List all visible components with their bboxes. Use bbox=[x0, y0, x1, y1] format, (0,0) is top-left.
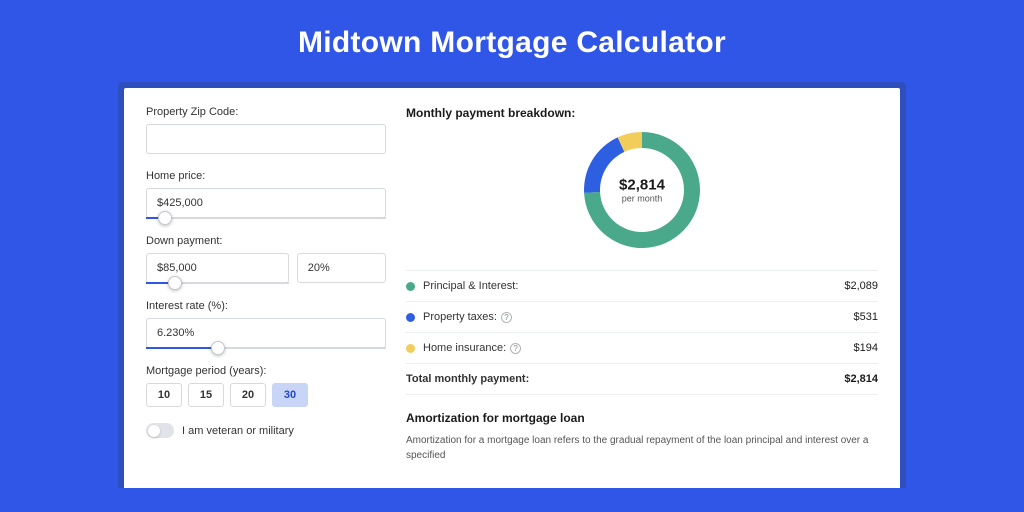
amortization-text: Amortization for a mortgage loan refers … bbox=[406, 433, 878, 463]
donut-chart: $2,814 per month bbox=[406, 130, 878, 250]
down-payment-amount-input[interactable] bbox=[146, 253, 289, 283]
calculator-outer-wrap: Property Zip Code: Home price: Down paym… bbox=[118, 82, 906, 488]
field-period: Mortgage period (years): 10152030 bbox=[146, 365, 386, 407]
period-option-10[interactable]: 10 bbox=[146, 383, 182, 407]
breakdown-value: $194 bbox=[854, 342, 878, 354]
breakdown-total-label: Total monthly payment: bbox=[406, 373, 844, 385]
home-price-label: Home price: bbox=[146, 170, 386, 182]
period-option-20[interactable]: 20 bbox=[230, 383, 266, 407]
form-column: Property Zip Code: Home price: Down paym… bbox=[146, 106, 386, 488]
down-payment-percent-input[interactable] bbox=[297, 253, 386, 283]
veteran-toggle-row: I am veteran or military bbox=[146, 423, 386, 438]
home-price-slider[interactable] bbox=[146, 217, 386, 219]
legend-dot-icon bbox=[406, 344, 415, 353]
field-home-price: Home price: bbox=[146, 170, 386, 219]
donut-center: $2,814 per month bbox=[619, 177, 665, 204]
veteran-toggle-knob bbox=[148, 425, 160, 437]
period-label: Mortgage period (years): bbox=[146, 365, 386, 377]
field-zip: Property Zip Code: bbox=[146, 106, 386, 154]
breakdown-column: Monthly payment breakdown: $2,814 per mo… bbox=[406, 106, 878, 488]
breakdown-row: Principal & Interest:$2,089 bbox=[406, 271, 878, 302]
breakdown-total-value: $2,814 bbox=[844, 373, 878, 385]
period-option-15[interactable]: 15 bbox=[188, 383, 224, 407]
breakdown-label: Principal & Interest: bbox=[423, 280, 844, 292]
breakdown-label: Home insurance:? bbox=[423, 342, 854, 354]
legend-dot-icon bbox=[406, 282, 415, 291]
zip-label: Property Zip Code: bbox=[146, 106, 386, 118]
interest-rate-slider[interactable] bbox=[146, 347, 386, 349]
interest-rate-slider-thumb[interactable] bbox=[211, 341, 225, 355]
legend-dot-icon bbox=[406, 313, 415, 322]
donut-sub: per month bbox=[619, 194, 665, 204]
amortization-section: Amortization for mortgage loan Amortizat… bbox=[406, 411, 878, 463]
field-interest-rate: Interest rate (%): bbox=[146, 300, 386, 349]
veteran-label: I am veteran or military bbox=[182, 425, 294, 437]
interest-rate-label: Interest rate (%): bbox=[146, 300, 386, 312]
breakdown-row: Home insurance:?$194 bbox=[406, 333, 878, 364]
home-price-slider-thumb[interactable] bbox=[158, 211, 172, 225]
down-payment-label: Down payment: bbox=[146, 235, 386, 247]
breakdown-rows: Principal & Interest:$2,089Property taxe… bbox=[406, 270, 878, 395]
calculator-card: Property Zip Code: Home price: Down paym… bbox=[124, 88, 900, 488]
breakdown-row: Property taxes:?$531 bbox=[406, 302, 878, 333]
field-down-payment: Down payment: bbox=[146, 235, 386, 284]
period-options: 10152030 bbox=[146, 383, 386, 407]
down-payment-slider-thumb[interactable] bbox=[168, 276, 182, 290]
period-option-30[interactable]: 30 bbox=[272, 383, 308, 407]
breakdown-value: $2,089 bbox=[844, 280, 878, 292]
page-title: Midtown Mortgage Calculator bbox=[0, 0, 1024, 82]
breakdown-value: $531 bbox=[854, 311, 878, 323]
interest-rate-input[interactable] bbox=[146, 318, 386, 348]
breakdown-label: Property taxes:? bbox=[423, 311, 854, 323]
home-price-input[interactable] bbox=[146, 188, 386, 218]
amortization-title: Amortization for mortgage loan bbox=[406, 411, 878, 425]
zip-input[interactable] bbox=[146, 124, 386, 154]
breakdown-total-row: Total monthly payment:$2,814 bbox=[406, 364, 878, 395]
veteran-toggle[interactable] bbox=[146, 423, 174, 438]
breakdown-title: Monthly payment breakdown: bbox=[406, 106, 878, 120]
help-icon[interactable]: ? bbox=[510, 343, 521, 354]
donut-amount: $2,814 bbox=[619, 177, 665, 194]
help-icon[interactable]: ? bbox=[501, 312, 512, 323]
down-payment-slider[interactable] bbox=[146, 282, 289, 284]
